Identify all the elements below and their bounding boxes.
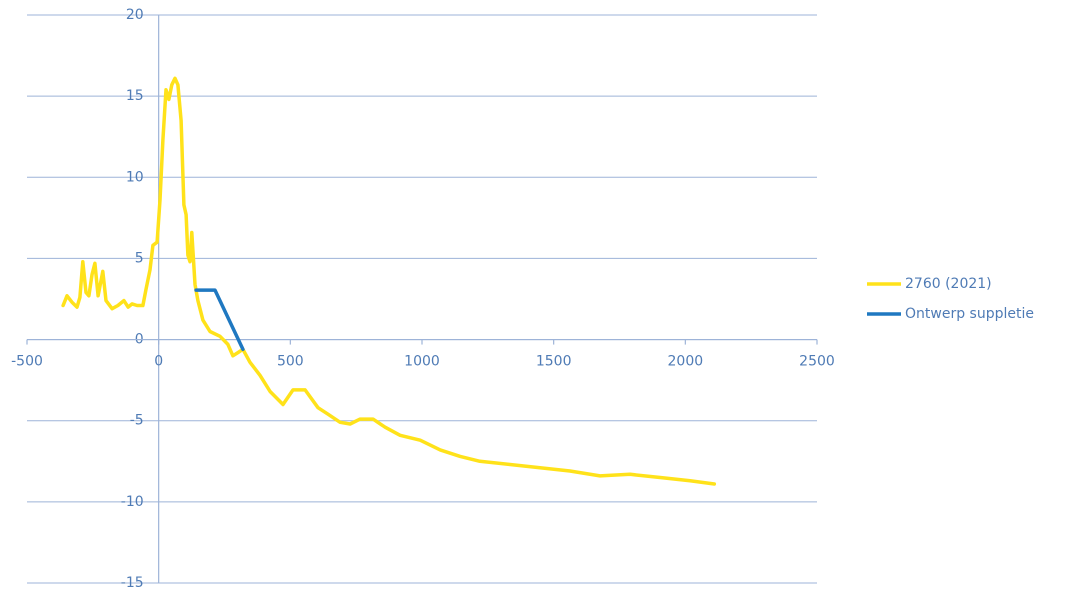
series-line xyxy=(194,288,245,352)
x-tick-label: 500 xyxy=(277,354,304,370)
x-tick-label: 1000 xyxy=(404,354,440,370)
y-tick-label: 15 xyxy=(126,88,144,104)
x-tick-label: 2500 xyxy=(799,354,835,370)
x-tick-label: 0 xyxy=(154,354,163,370)
x-tick-label: 2000 xyxy=(668,354,704,370)
y-tick-label: 5 xyxy=(135,250,144,266)
x-tick-label: 1500 xyxy=(536,354,572,370)
y-tick-label: 10 xyxy=(126,169,144,185)
x-tick-label: -500 xyxy=(11,354,43,370)
y-tick-label: 20 xyxy=(126,7,144,23)
y-tick-label: -15 xyxy=(121,575,144,591)
y-tick-label: -10 xyxy=(121,494,144,510)
series-line xyxy=(61,76,717,486)
legend-label: Ontwerp suppletie xyxy=(905,306,1034,322)
legend-label: 2760 (2021) xyxy=(905,276,992,292)
y-tick-label: -5 xyxy=(130,413,144,429)
